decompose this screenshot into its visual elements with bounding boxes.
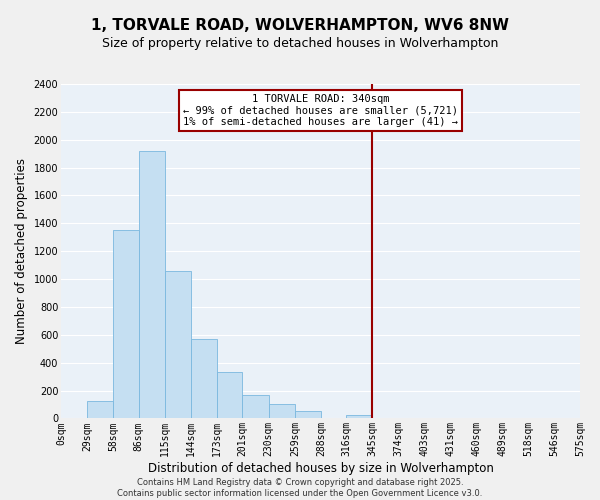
Bar (242, 396, 269, 418)
Text: Contains HM Land Registry data © Crown copyright and database right 2025.
Contai: Contains HM Land Registry data © Crown c… (118, 478, 482, 498)
Bar (191, 339, 217, 418)
Bar (87, 401, 113, 418)
Bar (217, 372, 242, 418)
Bar (113, 230, 139, 418)
Text: 1, TORVALE ROAD, WOLVERHAMPTON, WV6 8NW: 1, TORVALE ROAD, WOLVERHAMPTON, WV6 8NW (91, 18, 509, 32)
Bar (295, 411, 321, 418)
Bar (139, 151, 165, 418)
Bar (346, 415, 373, 418)
Text: Size of property relative to detached houses in Wolverhampton: Size of property relative to detached ho… (102, 38, 498, 51)
Bar (269, 404, 295, 418)
Text: 1 TORVALE ROAD: 340sqm
← 99% of detached houses are smaller (5,721)
1% of semi-d: 1 TORVALE ROAD: 340sqm ← 99% of detached… (183, 94, 458, 127)
Y-axis label: Number of detached properties: Number of detached properties (15, 158, 28, 344)
Bar (165, 270, 191, 418)
X-axis label: Distribution of detached houses by size in Wolverhampton: Distribution of detached houses by size … (148, 462, 493, 475)
